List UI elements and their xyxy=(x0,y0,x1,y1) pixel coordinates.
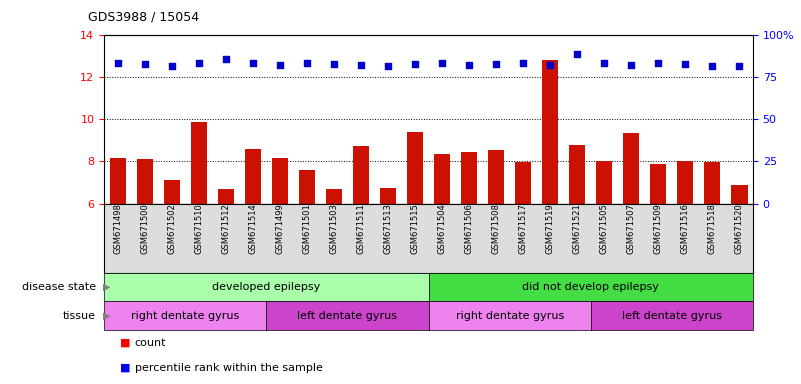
Text: GSM671505: GSM671505 xyxy=(600,204,609,254)
Bar xyxy=(704,162,721,204)
Bar xyxy=(650,164,666,204)
Bar xyxy=(623,133,639,204)
Bar xyxy=(407,132,423,204)
Point xyxy=(355,62,368,68)
Bar xyxy=(461,152,477,204)
Bar xyxy=(429,273,753,301)
Text: ■: ■ xyxy=(120,362,131,373)
Bar xyxy=(326,189,342,204)
Point xyxy=(625,62,638,68)
Point xyxy=(598,60,610,66)
Text: GSM671519: GSM671519 xyxy=(545,204,554,254)
Point xyxy=(381,63,394,70)
Bar xyxy=(352,147,369,204)
Bar xyxy=(191,122,207,204)
Text: GSM671518: GSM671518 xyxy=(708,204,717,254)
Text: percentile rank within the sample: percentile rank within the sample xyxy=(135,362,323,373)
Text: GSM671511: GSM671511 xyxy=(356,204,365,254)
Point xyxy=(652,60,665,66)
Point xyxy=(165,63,178,70)
Bar xyxy=(678,161,694,204)
Point xyxy=(219,56,232,62)
Bar xyxy=(272,158,288,204)
Point xyxy=(111,60,124,66)
Bar xyxy=(542,60,558,204)
Bar xyxy=(104,273,429,301)
Text: did not develop epilepsy: did not develop epilepsy xyxy=(522,282,659,292)
Point xyxy=(733,63,746,70)
Text: left dentate gyrus: left dentate gyrus xyxy=(297,311,397,321)
Bar xyxy=(434,154,450,204)
Text: GSM671512: GSM671512 xyxy=(221,204,230,254)
Text: tissue: tissue xyxy=(63,311,96,321)
Text: GSM671508: GSM671508 xyxy=(492,204,501,254)
Point xyxy=(544,62,557,68)
Text: GSM671521: GSM671521 xyxy=(573,204,582,254)
Bar xyxy=(590,301,753,330)
Point xyxy=(409,61,421,67)
Text: count: count xyxy=(135,338,166,348)
Text: ▶: ▶ xyxy=(103,282,110,292)
Bar xyxy=(731,184,747,204)
Text: GSM671506: GSM671506 xyxy=(465,204,473,254)
Point xyxy=(436,60,449,66)
Text: developed epilepsy: developed epilepsy xyxy=(212,282,320,292)
Bar xyxy=(266,301,429,330)
Text: GSM671509: GSM671509 xyxy=(654,204,662,254)
Bar xyxy=(596,161,613,204)
Bar xyxy=(245,149,261,204)
Bar xyxy=(110,158,126,204)
Bar xyxy=(163,180,179,204)
Text: GSM671499: GSM671499 xyxy=(276,204,284,254)
Text: GSM671516: GSM671516 xyxy=(681,204,690,254)
Bar xyxy=(429,301,590,330)
Text: disease state: disease state xyxy=(22,282,96,292)
Point xyxy=(273,62,286,68)
Bar xyxy=(104,301,266,330)
Text: GSM671503: GSM671503 xyxy=(329,204,338,254)
Text: GSM671500: GSM671500 xyxy=(140,204,149,254)
Point xyxy=(679,61,692,67)
Bar xyxy=(569,146,586,204)
Text: GSM671498: GSM671498 xyxy=(113,204,122,254)
Text: GSM671514: GSM671514 xyxy=(248,204,257,254)
Text: GSM671517: GSM671517 xyxy=(519,204,528,254)
Text: GSM671504: GSM671504 xyxy=(437,204,446,254)
Point xyxy=(571,51,584,57)
Text: GSM671520: GSM671520 xyxy=(735,204,744,254)
Point xyxy=(706,63,718,70)
Bar xyxy=(488,150,505,204)
Bar xyxy=(515,162,531,204)
Point xyxy=(463,62,476,68)
Point xyxy=(489,61,502,67)
Text: GSM671502: GSM671502 xyxy=(167,204,176,254)
Point xyxy=(139,61,151,67)
Point xyxy=(192,60,205,66)
Text: right dentate gyrus: right dentate gyrus xyxy=(131,311,239,321)
Bar xyxy=(380,188,396,204)
Text: GSM671507: GSM671507 xyxy=(627,204,636,254)
Text: ■: ■ xyxy=(120,338,131,348)
Point xyxy=(328,61,340,67)
Point xyxy=(247,60,260,66)
Text: GSM671501: GSM671501 xyxy=(303,204,312,254)
Text: left dentate gyrus: left dentate gyrus xyxy=(622,311,722,321)
Text: GSM671515: GSM671515 xyxy=(411,204,420,254)
Text: GSM671510: GSM671510 xyxy=(195,204,203,254)
Bar xyxy=(299,170,315,204)
Text: GDS3988 / 15054: GDS3988 / 15054 xyxy=(88,10,199,23)
Point xyxy=(300,60,313,66)
Text: right dentate gyrus: right dentate gyrus xyxy=(456,311,564,321)
Text: GSM671513: GSM671513 xyxy=(384,204,392,254)
Point xyxy=(517,60,529,66)
Text: ▶: ▶ xyxy=(103,311,110,321)
Bar xyxy=(218,189,234,204)
Bar xyxy=(136,159,153,204)
